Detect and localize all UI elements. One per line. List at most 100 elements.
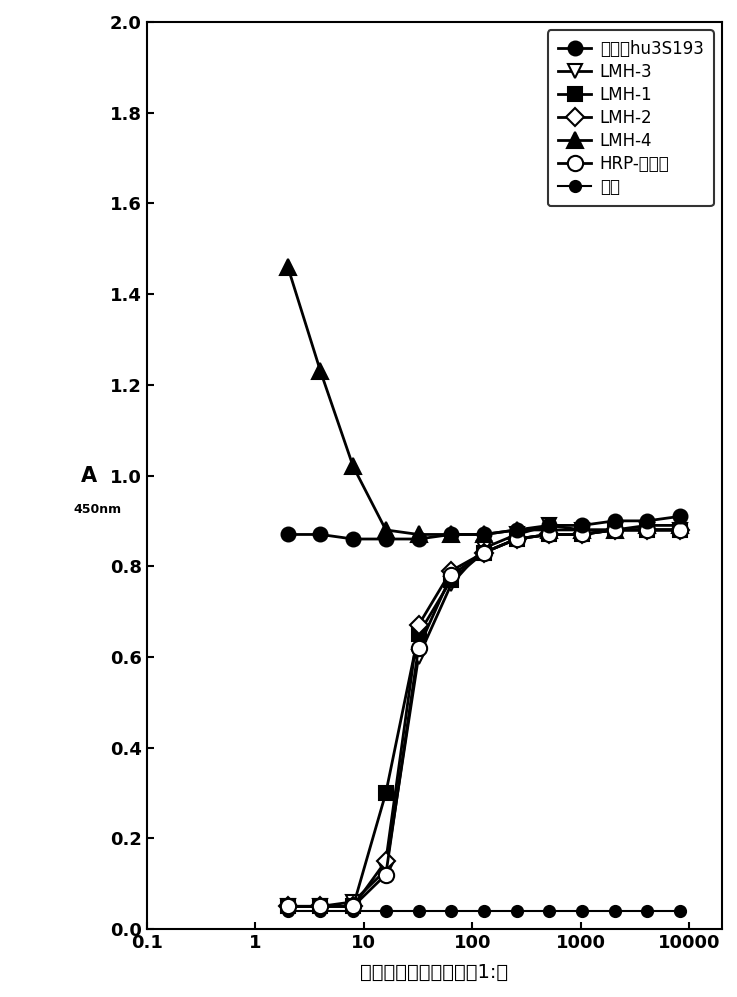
LMH-2	[643, 524, 652, 536]
LMH-2	[284, 900, 293, 912]
Line: LMH-4: LMH-4	[280, 259, 688, 542]
LMH-1	[643, 524, 652, 536]
LMH-4	[643, 519, 652, 531]
底物	[610, 905, 619, 917]
LMH-3	[578, 524, 587, 536]
LMH-1	[676, 524, 685, 536]
底物	[447, 905, 455, 917]
LMH-3	[349, 896, 357, 908]
LMH-4	[382, 524, 391, 536]
HRP-缓合物	[578, 528, 587, 540]
HRP-缓合物	[512, 533, 521, 545]
底物	[578, 905, 587, 917]
底物	[545, 905, 553, 917]
LMH-3	[545, 519, 553, 531]
LMH-2	[480, 546, 489, 558]
HRP-缓合物	[676, 524, 685, 536]
单独的hu3S193	[480, 528, 489, 540]
单独的hu3S193	[610, 514, 619, 526]
LMH-3	[676, 524, 685, 536]
HRP-缓合物	[349, 900, 357, 912]
单独的hu3S193	[447, 528, 455, 540]
底物	[480, 905, 489, 917]
单独的hu3S193	[316, 528, 325, 540]
LMH-3	[480, 542, 489, 554]
LMH-4	[578, 524, 587, 536]
底物	[349, 905, 357, 917]
LMH-3	[447, 578, 455, 590]
LMH-2	[349, 900, 357, 912]
Line: LMH-3: LMH-3	[281, 518, 687, 913]
LMH-4	[610, 524, 619, 536]
LMH-1	[447, 574, 455, 586]
Text: A: A	[81, 466, 97, 486]
LMH-3	[643, 524, 652, 536]
单独的hu3S193	[349, 533, 357, 545]
Line: 单独的hu3S193: 单独的hu3S193	[281, 509, 687, 546]
底物	[414, 905, 423, 917]
底物	[284, 905, 293, 917]
LMH-1	[512, 533, 521, 545]
HRP-缓合物	[545, 528, 553, 540]
HRP-缓合物	[284, 900, 293, 912]
单独的hu3S193	[578, 519, 587, 531]
Text: 450nm: 450nm	[74, 502, 122, 515]
LMH-1	[382, 787, 391, 799]
LMH-4	[676, 519, 685, 531]
LMH-3	[382, 864, 391, 876]
LMH-4	[349, 461, 357, 473]
X-axis label: 抗独特型抗体的稿释（1:）: 抗独特型抗体的稿释（1:）	[360, 963, 509, 982]
HRP-缓合物	[480, 546, 489, 558]
LMH-3	[512, 528, 521, 540]
Line: LMH-2: LMH-2	[282, 523, 686, 912]
LMH-1	[480, 546, 489, 558]
LMH-3	[414, 651, 423, 663]
LMH-1	[610, 524, 619, 536]
Line: HRP-缓合物: HRP-缓合物	[280, 522, 688, 914]
底物	[316, 905, 325, 917]
HRP-缓合物	[643, 524, 652, 536]
单独的hu3S193	[512, 524, 521, 536]
LMH-4	[284, 261, 293, 273]
Line: 底物: 底物	[282, 905, 685, 916]
LMH-3	[610, 524, 619, 536]
LMH-1	[316, 900, 325, 912]
单独的hu3S193	[545, 519, 553, 531]
LMH-2	[545, 528, 553, 540]
LMH-2	[512, 533, 521, 545]
Line: LMH-1: LMH-1	[281, 523, 687, 913]
LMH-3	[284, 900, 293, 912]
LMH-4	[545, 524, 553, 536]
单独的hu3S193	[382, 533, 391, 545]
LMH-2	[578, 528, 587, 540]
底物	[512, 905, 521, 917]
LMH-2	[676, 524, 685, 536]
LMH-1	[545, 528, 553, 540]
HRP-缓合物	[447, 569, 455, 581]
单独的hu3S193	[284, 528, 293, 540]
LMH-1	[349, 900, 357, 912]
单独的hu3S193	[676, 510, 685, 522]
LMH-4	[512, 524, 521, 536]
LMH-2	[610, 524, 619, 536]
LMH-1	[578, 528, 587, 540]
LMH-1	[284, 900, 293, 912]
HRP-缓合物	[414, 642, 423, 654]
LMH-1	[414, 628, 423, 640]
LMH-2	[316, 900, 325, 912]
LMH-4	[414, 528, 423, 540]
单独的hu3S193	[643, 514, 652, 526]
HRP-缓合物	[316, 900, 325, 912]
LMH-2	[382, 855, 391, 867]
Legend: 单独的hu3S193, LMH-3, LMH-1, LMH-2, LMH-4, HRP-缓合物, 底物: 单独的hu3S193, LMH-3, LMH-1, LMH-2, LMH-4, …	[548, 30, 713, 206]
LMH-4	[480, 528, 489, 540]
HRP-缓合物	[382, 868, 391, 880]
LMH-2	[414, 619, 423, 631]
底物	[643, 905, 652, 917]
底物	[676, 905, 685, 917]
LMH-2	[447, 564, 455, 576]
LMH-3	[316, 900, 325, 912]
HRP-缓合物	[610, 524, 619, 536]
底物	[382, 905, 391, 917]
单独的hu3S193	[414, 533, 423, 545]
